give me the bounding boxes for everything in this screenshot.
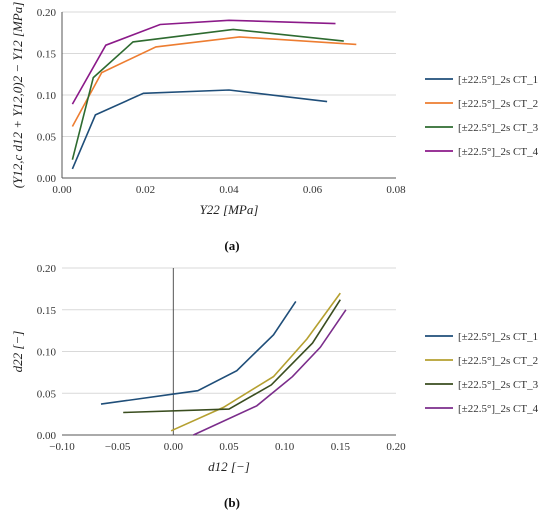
- y-tick-label: 0.10: [37, 90, 57, 102]
- x-axis-label: Y22 [MPa]: [200, 202, 259, 217]
- caption-a: (a): [224, 238, 239, 253]
- x-tick-label: 0.02: [136, 184, 155, 196]
- legend-label-4: [±22.5°]_2s CT_4: [458, 146, 539, 158]
- series-line-3: [71, 28, 344, 160]
- x-tick-label: 0.05: [219, 441, 239, 453]
- x-tick-label: 0.04: [219, 184, 239, 196]
- y-tick-label: 0.05: [37, 132, 57, 144]
- legend-label-1: [±22.5°]_2s CT_1: [458, 74, 538, 86]
- y-tick-label: 0.15: [37, 49, 57, 61]
- chart-a: 0.00 0.05 0.10 0.15 0.20 0.00 0.02 0.04 0.06 0.08…: [10, 2, 539, 217]
- series-line-4: [71, 19, 336, 105]
- x-tick-label: 0.08: [386, 184, 406, 196]
- x-tick-label: 0.00: [52, 184, 72, 196]
- chart-b: 0.00 0.05 0.10 0.15 0.20 −0.10 −0.05 0.00 0.05 0.…: [10, 263, 539, 474]
- series-line-3: [123, 299, 341, 414]
- legend-label-1: [±22.5°]_2s CT_1: [458, 331, 538, 343]
- legend-label-3: [±22.5°]_2s CT_3: [458, 122, 539, 134]
- series-line-4: [193, 309, 347, 436]
- caption-b: (b): [224, 495, 240, 510]
- y-axis-label: d22 [−]: [10, 331, 25, 373]
- series-line-2: [71, 36, 357, 127]
- y-tick-label: 0.10: [37, 347, 57, 359]
- y-tick-label: 0.00: [37, 173, 57, 185]
- x-tick-label: 0.00: [164, 441, 184, 453]
- x-tick-label: 0.10: [275, 441, 295, 453]
- legend-label-3: [±22.5°]_2s CT_3: [458, 379, 539, 391]
- x-tick-label: 0.06: [303, 184, 323, 196]
- y-tick-label: 0.05: [37, 388, 57, 400]
- legend-label-4: [±22.5°]_2s CT_4: [458, 403, 539, 415]
- x-tick-label: 0.15: [331, 441, 351, 453]
- y-tick-label: 0.20: [37, 263, 57, 275]
- x-tick-label: 0.20: [386, 441, 406, 453]
- series-line-1: [71, 89, 328, 170]
- series-line-2: [170, 292, 341, 432]
- x-tick-label: −0.05: [105, 441, 131, 453]
- y-tick-label: 0.00: [37, 430, 57, 442]
- y-tick-label: 0.15: [37, 305, 57, 317]
- y-tick-label: 0.20: [37, 7, 57, 19]
- y-axis-label: (Y12,c d12 + Y12,0)2 − Y12 [MPa]: [10, 2, 25, 189]
- series-line-1: [100, 300, 297, 405]
- x-axis-label: d12 [−]: [208, 459, 250, 474]
- legend-label-2: [±22.5°]_2s CT_2: [458, 98, 538, 110]
- x-tick-label: −0.10: [49, 441, 75, 453]
- legend-label-2: [±22.5°]_2s CT_2: [458, 355, 538, 367]
